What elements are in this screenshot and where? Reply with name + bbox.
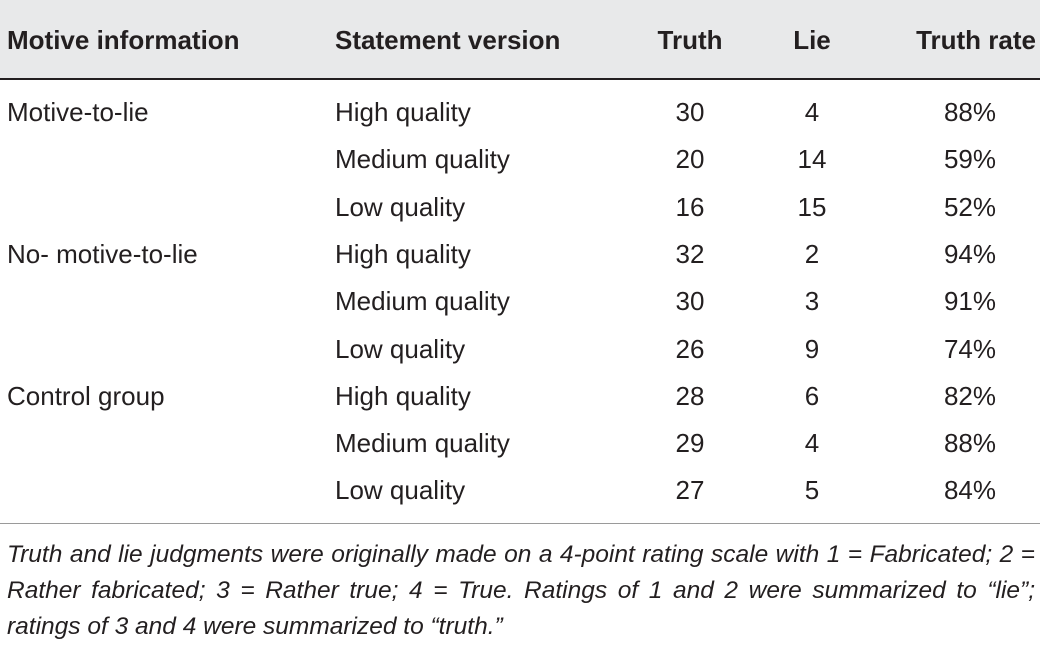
cell-lie: 5	[804, 475, 820, 506]
header-truth: Truth	[657, 25, 723, 55]
cell-truth-rate: 82%	[943, 380, 996, 411]
cell-truth-rate: 88%	[943, 97, 996, 127]
cell-lie: 4	[804, 428, 820, 459]
table-footnote: Truth and lie judgments were originally …	[7, 541, 1035, 640]
cell-truth: 20	[675, 144, 705, 175]
cell-statement-version: High quality	[335, 380, 471, 411]
header-motive-information: Motive information	[7, 25, 240, 55]
header-truth-rate: Truth rate	[916, 25, 1036, 55]
cell-truth: 29	[675, 428, 705, 459]
cell-truth-rate: 84%	[943, 475, 996, 506]
cell-statement-version: High quality	[335, 97, 471, 127]
header-divider	[0, 78, 1040, 80]
table-header-background	[0, 0, 1040, 78]
cell-lie: 15	[797, 191, 827, 222]
cell-statement-version: High quality	[335, 238, 471, 269]
cell-truth-rate: 91%	[943, 286, 996, 317]
cell-truth: 30	[675, 286, 705, 317]
footer-divider	[0, 523, 1040, 524]
cell-statement-version: Medium quality	[335, 286, 510, 317]
cell-statement-version: Low quality	[335, 475, 466, 506]
cell-statement-version: Low quality	[335, 191, 466, 222]
cell-truth: 32	[675, 238, 705, 269]
cell-truth: 28	[675, 380, 705, 411]
header-statement-version: Statement version	[335, 25, 561, 55]
cell-statement-version: Low quality	[335, 333, 466, 364]
cell-lie: 2	[804, 238, 820, 269]
cell-truth-rate: 88%	[943, 428, 996, 459]
cell-truth-rate: 52%	[943, 191, 996, 222]
cell-lie: 6	[804, 380, 820, 411]
cell-lie: 3	[804, 286, 820, 317]
cell-motive: Control group	[7, 380, 165, 411]
cell-truth-rate: 59%	[943, 144, 996, 175]
cell-truth-rate: 74%	[943, 333, 996, 364]
cell-lie: 9	[804, 333, 820, 364]
cell-lie: 4	[804, 97, 820, 127]
cell-truth: 30	[675, 97, 705, 127]
cell-lie: 14	[797, 144, 827, 175]
cell-truth: 16	[675, 191, 705, 222]
cell-motive: Motive-to-lie	[7, 97, 149, 127]
cell-statement-version: Medium quality	[335, 144, 510, 175]
cell-motive: No- motive-to-lie	[7, 238, 198, 269]
cell-truth: 26	[675, 333, 705, 364]
cell-statement-version: Medium quality	[335, 428, 510, 459]
cell-truth-rate: 94%	[943, 238, 996, 269]
header-lie: Lie	[793, 25, 831, 55]
cell-truth: 27	[675, 475, 705, 506]
